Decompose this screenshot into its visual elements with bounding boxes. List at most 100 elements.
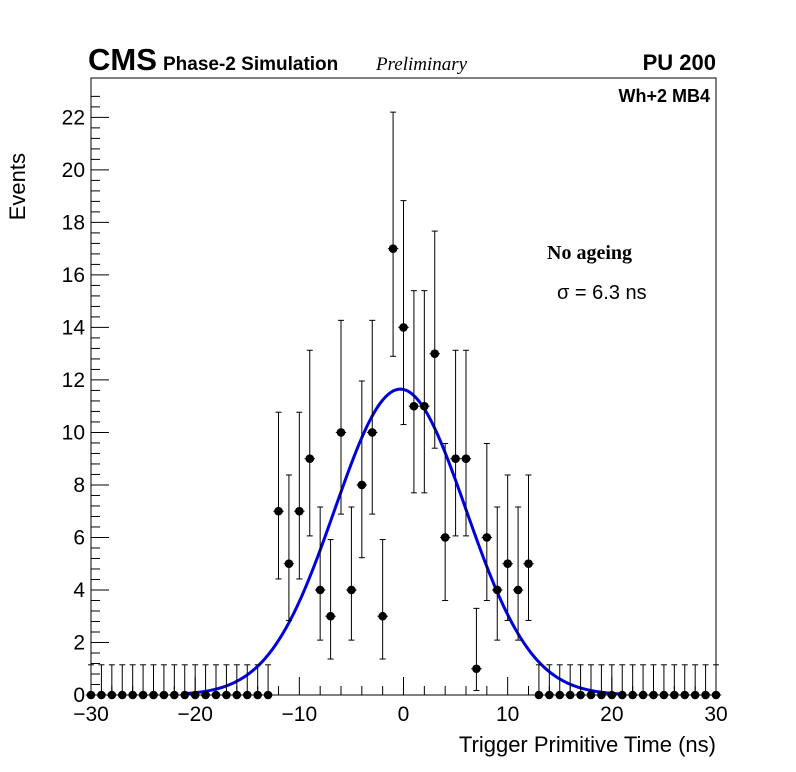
y-tick-label: 16 <box>62 264 85 287</box>
data-marker <box>680 690 690 700</box>
data-marker <box>472 664 481 674</box>
y-tick-label: 0 <box>73 684 85 707</box>
data-point <box>346 506 357 641</box>
data-point <box>398 200 409 426</box>
data-point <box>356 380 368 559</box>
data-point <box>502 474 513 621</box>
data-marker <box>492 585 502 595</box>
data-marker <box>357 480 367 490</box>
y-tick-label: 6 <box>73 526 85 549</box>
data-point <box>710 664 722 700</box>
y-tick-label: 4 <box>73 579 85 602</box>
y-axis-title: Events <box>5 153 30 220</box>
data-point <box>148 664 159 700</box>
data-marker <box>253 690 262 700</box>
x-tick-label: 30 <box>704 703 727 726</box>
data-marker <box>482 533 492 542</box>
region-label: Wh+2 MB4 <box>618 86 710 106</box>
data-marker <box>378 611 387 621</box>
data-marker <box>628 690 637 700</box>
data-point <box>127 664 138 700</box>
data-point <box>200 664 211 700</box>
x-tick-label: −10 <box>282 703 318 726</box>
gaussian-fit-curve <box>184 387 623 696</box>
data-marker <box>503 559 512 569</box>
data-point <box>617 664 628 700</box>
data-point <box>117 664 128 700</box>
data-point <box>96 664 107 700</box>
data-marker <box>295 506 304 516</box>
data-marker <box>565 690 575 700</box>
data-marker <box>399 323 408 332</box>
data-marker <box>149 690 158 700</box>
y-tick-label: 14 <box>62 316 86 339</box>
data-marker <box>711 690 721 700</box>
data-point <box>669 664 680 700</box>
data-point <box>106 664 118 700</box>
data-marker <box>315 585 325 595</box>
data-point <box>471 607 482 692</box>
data-point <box>158 664 170 700</box>
data-point <box>648 664 659 700</box>
data-point <box>512 506 524 641</box>
data-marker <box>305 454 315 464</box>
data-point <box>169 664 180 700</box>
data-marker <box>128 690 137 700</box>
data-points-layer <box>85 111 722 700</box>
data-marker <box>597 690 606 700</box>
data-marker <box>545 690 554 700</box>
data-point <box>137 664 149 700</box>
data-marker <box>222 690 231 700</box>
data-marker <box>274 506 283 516</box>
data-marker <box>336 428 346 437</box>
data-marker <box>670 690 679 700</box>
data-marker <box>107 690 117 700</box>
data-marker <box>284 559 294 569</box>
x-tick-label: 0 <box>398 703 410 726</box>
y-tick-label: 10 <box>62 421 85 444</box>
y-tick-label: 12 <box>62 369 85 392</box>
data-point <box>533 664 545 700</box>
data-point <box>210 664 222 700</box>
data-point <box>596 664 607 700</box>
data-point <box>294 411 305 580</box>
data-point <box>544 664 555 700</box>
y-tick-label: 2 <box>73 631 85 654</box>
data-marker <box>430 349 440 358</box>
y-tick-label: 22 <box>62 106 85 129</box>
data-point <box>700 664 711 700</box>
data-point <box>627 664 638 700</box>
x-tick-label: 10 <box>496 703 519 726</box>
fit-curve-layer <box>184 387 623 696</box>
data-marker <box>576 690 585 700</box>
data-marker <box>138 690 148 700</box>
data-marker <box>190 690 200 700</box>
data-marker <box>461 454 471 464</box>
data-point <box>439 442 451 601</box>
data-marker <box>211 690 221 700</box>
data-point <box>252 664 263 700</box>
annotation-title: No ageing <box>547 242 632 264</box>
data-marker <box>97 690 106 700</box>
data-point <box>554 664 565 700</box>
data-point <box>429 230 440 449</box>
data-point <box>481 442 493 601</box>
data-point <box>367 319 378 515</box>
data-point <box>564 664 576 700</box>
data-marker <box>159 690 169 700</box>
data-point <box>179 664 190 700</box>
data-point <box>377 539 388 660</box>
data-marker <box>367 428 377 437</box>
data-point <box>189 664 201 700</box>
data-marker <box>690 690 700 700</box>
data-point <box>637 664 649 700</box>
data-marker <box>607 690 617 700</box>
x-tick-label: −20 <box>177 703 213 726</box>
data-point <box>273 411 284 580</box>
x-tick-label: −30 <box>73 703 109 726</box>
data-marker <box>649 690 658 700</box>
x-axis-title: Trigger Primitive Time (ns) <box>459 732 716 757</box>
data-point <box>335 319 347 515</box>
data-marker <box>117 690 127 700</box>
